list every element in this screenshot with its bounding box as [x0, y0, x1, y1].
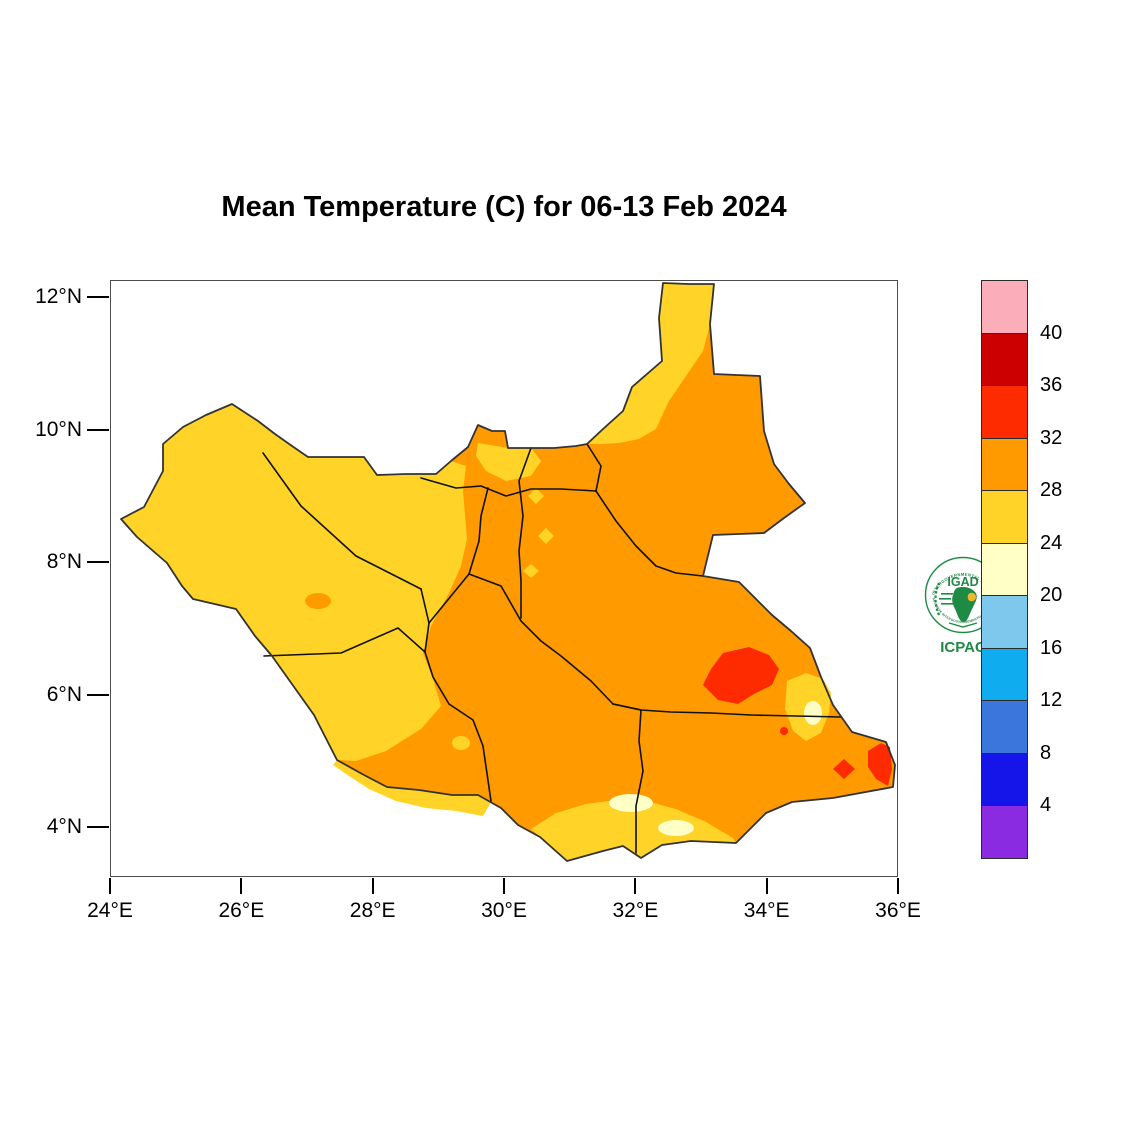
colorbar-value-label: 32	[1040, 426, 1063, 449]
colorbar-value-label: 4	[1040, 794, 1052, 816]
colorbar-segment	[981, 647, 1028, 701]
colorbar-value-label: 8	[1040, 741, 1052, 764]
x-axis-tick	[371, 878, 374, 894]
x-axis-tick	[503, 878, 506, 894]
state-boundaries	[262, 443, 842, 854]
logo-icpac-label: ICPAC	[940, 639, 986, 656]
x-axis-tick-label: 28°E	[349, 899, 396, 922]
x-axis-tick-label: 36°E	[875, 899, 921, 922]
x-axis-tick-label: 34°E	[743, 899, 790, 922]
colorbar-segment	[981, 332, 1028, 386]
x-axis-tick-label: 24°E	[87, 899, 133, 922]
y-axis-tick	[87, 826, 109, 828]
chart-title: Mean Temperature (C) for 06-13 Feb 2024	[221, 191, 787, 223]
temperature-colorbar	[981, 280, 1028, 859]
y-axis-tick-label: 8°N	[46, 550, 82, 573]
region-fill-yellow	[121, 283, 831, 861]
yellow-northwest-lobe	[121, 404, 467, 761]
colorbar-value-label: 20	[1040, 584, 1063, 606]
colorbar-segment	[981, 752, 1028, 806]
red-hotspot-southeast	[703, 647, 779, 704]
orange-spot-west	[305, 593, 331, 609]
colorbar-segment	[981, 595, 1028, 649]
yellow-southwest-border-band	[333, 760, 491, 816]
yellow-spot-1	[528, 488, 544, 504]
yellow-upper-nile-panhandle	[587, 283, 714, 444]
y-axis-tick-label: 6°N	[46, 682, 82, 706]
logo-igad-label: IGAD	[947, 575, 978, 589]
yellow-spot-2	[538, 528, 554, 544]
colorbar-segment	[981, 542, 1028, 596]
map-plot-area: INTERGOVERNMENTAL AUTHORITY ON DEVELOPME…	[110, 280, 1002, 877]
logo-africa-icon	[939, 587, 977, 623]
country-outline	[120, 282, 896, 862]
country-fill-orange-base	[121, 283, 895, 861]
y-axis-tick	[87, 428, 109, 431]
region-fill-red	[703, 647, 892, 786]
colorbar-value-label: 36	[1040, 374, 1063, 396]
colorbar-segment	[981, 490, 1028, 544]
region-fill-cream	[609, 701, 822, 836]
colorbar-segment	[981, 700, 1028, 754]
yellow-unity-border-strip	[476, 443, 541, 481]
x-axis-tick	[897, 878, 900, 894]
y-axis-tick-label: 4°N	[46, 815, 82, 838]
x-axis-tick-label: 30°E	[481, 899, 527, 922]
colorbar-segment	[981, 385, 1028, 439]
y-axis-tick	[87, 561, 109, 563]
cream-patch-2	[658, 820, 694, 836]
y-axis-tick	[87, 296, 109, 298]
x-axis-tick	[765, 878, 768, 894]
colorbar-value-label: 16	[1040, 636, 1063, 659]
yellow-spot-4	[346, 732, 366, 746]
x-axis-tick-label: 32°E	[612, 899, 659, 922]
cream-patch-1	[609, 794, 653, 812]
x-axis-tick	[240, 878, 243, 894]
x-axis-tick	[109, 878, 111, 894]
red-dot-south	[780, 727, 788, 735]
colorbar-value-label: 24	[1040, 531, 1063, 554]
colorbar-segment	[981, 280, 1028, 334]
colorbar-value-label: 12	[1040, 689, 1063, 711]
yellow-south-central-band	[531, 800, 736, 861]
colorbar-segment	[981, 805, 1028, 859]
logo-wreath-base	[948, 622, 978, 628]
yellow-spot-5	[452, 736, 470, 750]
cream-patch-3	[804, 701, 822, 725]
y-axis-tick-label: 10°N	[35, 417, 82, 441]
y-axis-tick-label: 12°N	[35, 285, 82, 308]
colorbar-value-label: 28	[1040, 479, 1063, 501]
red-hotspot-east-tip	[868, 743, 892, 786]
south-sudan-map	[120, 282, 896, 862]
colorbar-segment	[981, 437, 1028, 491]
y-axis-tick	[87, 693, 109, 696]
yellow-spot-3	[523, 564, 539, 578]
red-spot-east	[833, 759, 855, 779]
x-axis-tick	[634, 878, 637, 894]
x-axis-tick-label: 26°E	[218, 899, 265, 922]
colorbar-value-label: 40	[1040, 321, 1063, 344]
